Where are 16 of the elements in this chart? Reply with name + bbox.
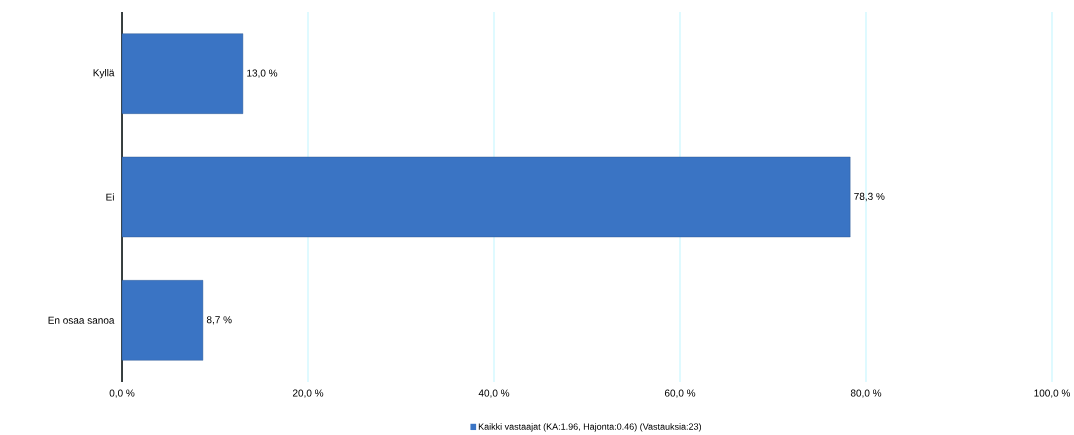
y-tick-label: Ei (106, 193, 114, 201)
x-tick-label: 0,0 % (109, 389, 135, 398)
data-label: 8,7 % (206, 316, 232, 325)
x-tick-label: 100,0 % (1034, 389, 1070, 398)
legend-label: Kaikki vastaajat (KA:1.96, Hajonta:0.46) (Vastauksia:23) (478, 423, 701, 432)
y-tick-label: En osaa sanoa (48, 316, 115, 324)
x-tick-label: 40,0 % (478, 389, 510, 398)
x-tick-label: 80,0 % (850, 389, 882, 398)
data-label: 78,3 % (854, 192, 885, 202)
y-tick-label: Kyllä (93, 69, 115, 79)
bar (121, 156, 851, 238)
bar (121, 33, 244, 114)
x-tick-label: 20,0 % (292, 389, 324, 398)
bar (121, 280, 204, 361)
x-tick-label: 60,0 % (664, 389, 696, 398)
data-label: 13,0 % (247, 69, 278, 78)
